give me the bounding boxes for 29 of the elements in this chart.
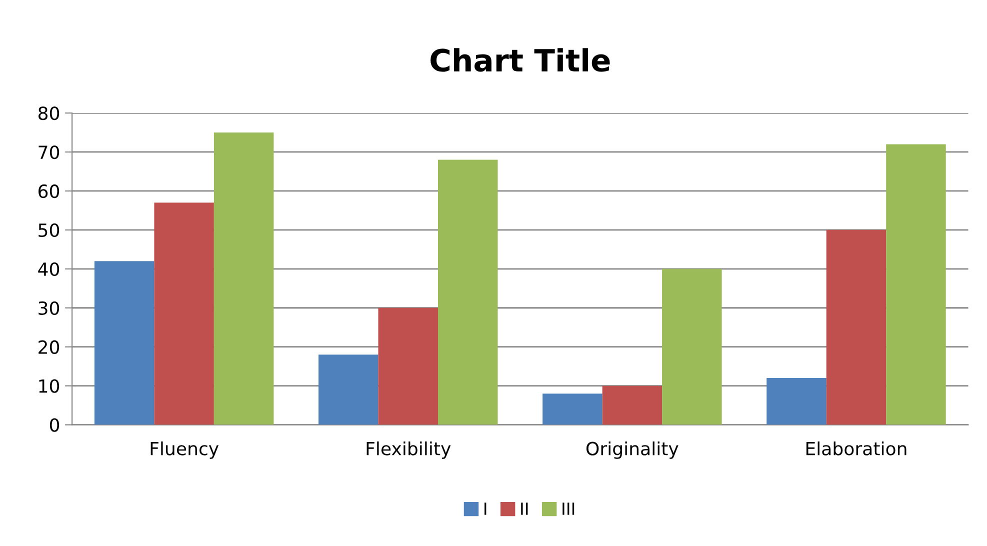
x-tick-label: Fluency <box>150 441 219 459</box>
bar <box>318 354 378 425</box>
x-tick-label: Flexibility <box>366 441 451 459</box>
y-tick-label: 0 <box>50 418 60 432</box>
legend-label: III <box>562 502 574 515</box>
bar <box>154 202 214 425</box>
y-tick-label: 10 <box>39 379 60 393</box>
bar <box>542 394 602 425</box>
bar <box>886 144 946 425</box>
y-tick-label: 60 <box>38 184 60 198</box>
legend-label: II <box>521 502 528 515</box>
y-tick-label: 80 <box>38 106 60 120</box>
x-tick-label: Elaboration <box>806 441 906 456</box>
bar <box>766 378 826 425</box>
x-tick-label: Originality <box>586 441 678 459</box>
chart-title: Chart Title <box>430 48 610 72</box>
legend-label: I <box>484 502 486 515</box>
bar <box>602 386 662 425</box>
y-tick-label: 30 <box>38 301 60 315</box>
bar <box>94 261 154 425</box>
y-tick-label: 70 <box>38 145 60 160</box>
bar <box>214 132 274 425</box>
bar <box>662 268 722 425</box>
bar <box>378 308 438 425</box>
bar <box>438 160 498 425</box>
y-tick-label: 50 <box>38 223 60 238</box>
bar <box>826 230 886 425</box>
y-tick-label: 20 <box>38 340 60 354</box>
y-tick-label: 40 <box>38 262 60 276</box>
